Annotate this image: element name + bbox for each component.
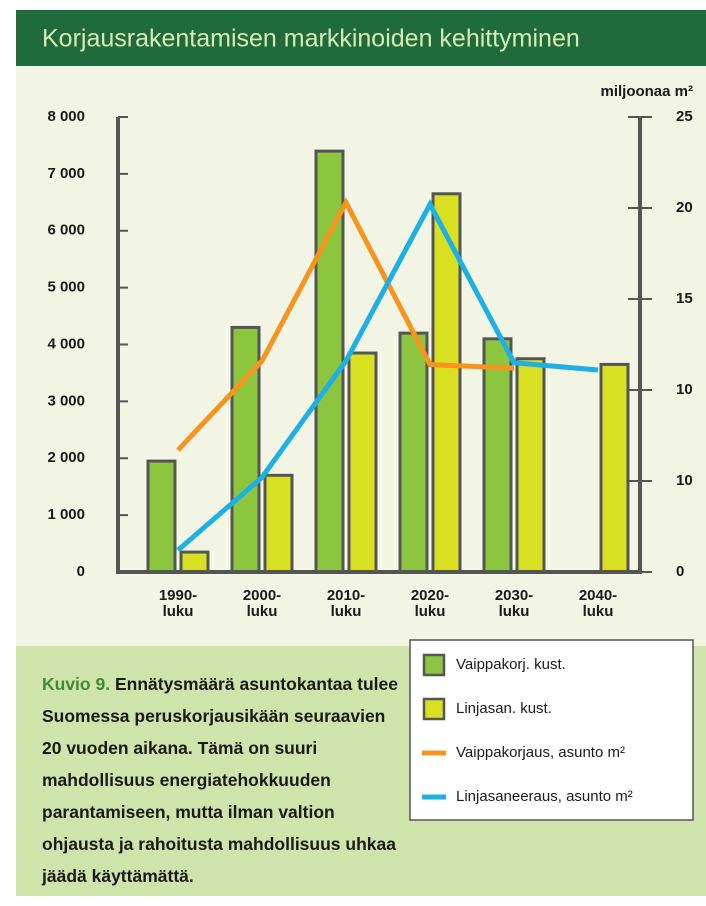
bar [515, 357, 546, 574]
y-tick-label: 8 000 [47, 108, 85, 125]
x-tick-label: 2010- luku [326, 587, 366, 620]
bar [230, 325, 261, 574]
y2-axis-label: miljoonaa m² [600, 83, 693, 100]
legend-label: Linjasaneeraus, asunto m² [456, 788, 633, 805]
legend-swatch [422, 653, 446, 677]
y2-tick-label: 10 [676, 472, 693, 489]
bar [398, 331, 429, 574]
y-tick-label: 7 000 [47, 165, 85, 182]
line [176, 197, 515, 452]
y-tick-label: 5 000 [47, 279, 85, 296]
y-tick-label: 0 [77, 563, 85, 580]
legend-swatch [422, 697, 446, 721]
bar [179, 550, 210, 574]
legend-box [409, 639, 694, 821]
bar [263, 473, 294, 574]
bar [599, 362, 630, 574]
y2-tick-label: 20 [676, 199, 693, 216]
x-tick-label: 1990- luku [158, 587, 198, 620]
x-tick-label: 2000- luku [242, 587, 282, 620]
chart-title: Korjausrakentamisen markkinoiden kehitty… [42, 25, 580, 53]
header-bar [16, 10, 706, 66]
y2-tick-label: 10 [676, 381, 693, 398]
legend-label: Vaippakorjaus, asunto m² [456, 744, 625, 761]
bar [347, 351, 378, 574]
x-tick-label: 2020- luku [410, 587, 450, 620]
y2-tick-label: 15 [676, 290, 693, 307]
legend-label: Vaippakorj. kust. [456, 656, 566, 673]
line [176, 199, 599, 553]
x-tick-label: 2030- luku [494, 587, 534, 620]
x-tick-label: 2040- luku [578, 587, 618, 620]
y-tick-label: 2 000 [47, 449, 85, 466]
y2-tick-label: 0 [676, 563, 684, 580]
y-tick-label: 1 000 [47, 506, 85, 523]
bar [482, 337, 513, 574]
legend-label: Linjasan. kust. [456, 700, 552, 717]
bar [146, 459, 177, 574]
y-tick-label: 4 000 [47, 335, 85, 352]
axes [116, 117, 642, 574]
caption: Kuvio 9. Ennätysmäärä asuntokantaa tulee… [42, 668, 400, 892]
y-tick-label: 6 000 [47, 222, 85, 239]
y2-tick-label: 25 [676, 108, 693, 125]
caption-label: Kuvio 9. [42, 674, 111, 694]
caption-text: Ennätysmäärä asuntokantaa tulee Suomessa… [42, 674, 398, 886]
y-tick-label: 3 000 [47, 392, 85, 409]
